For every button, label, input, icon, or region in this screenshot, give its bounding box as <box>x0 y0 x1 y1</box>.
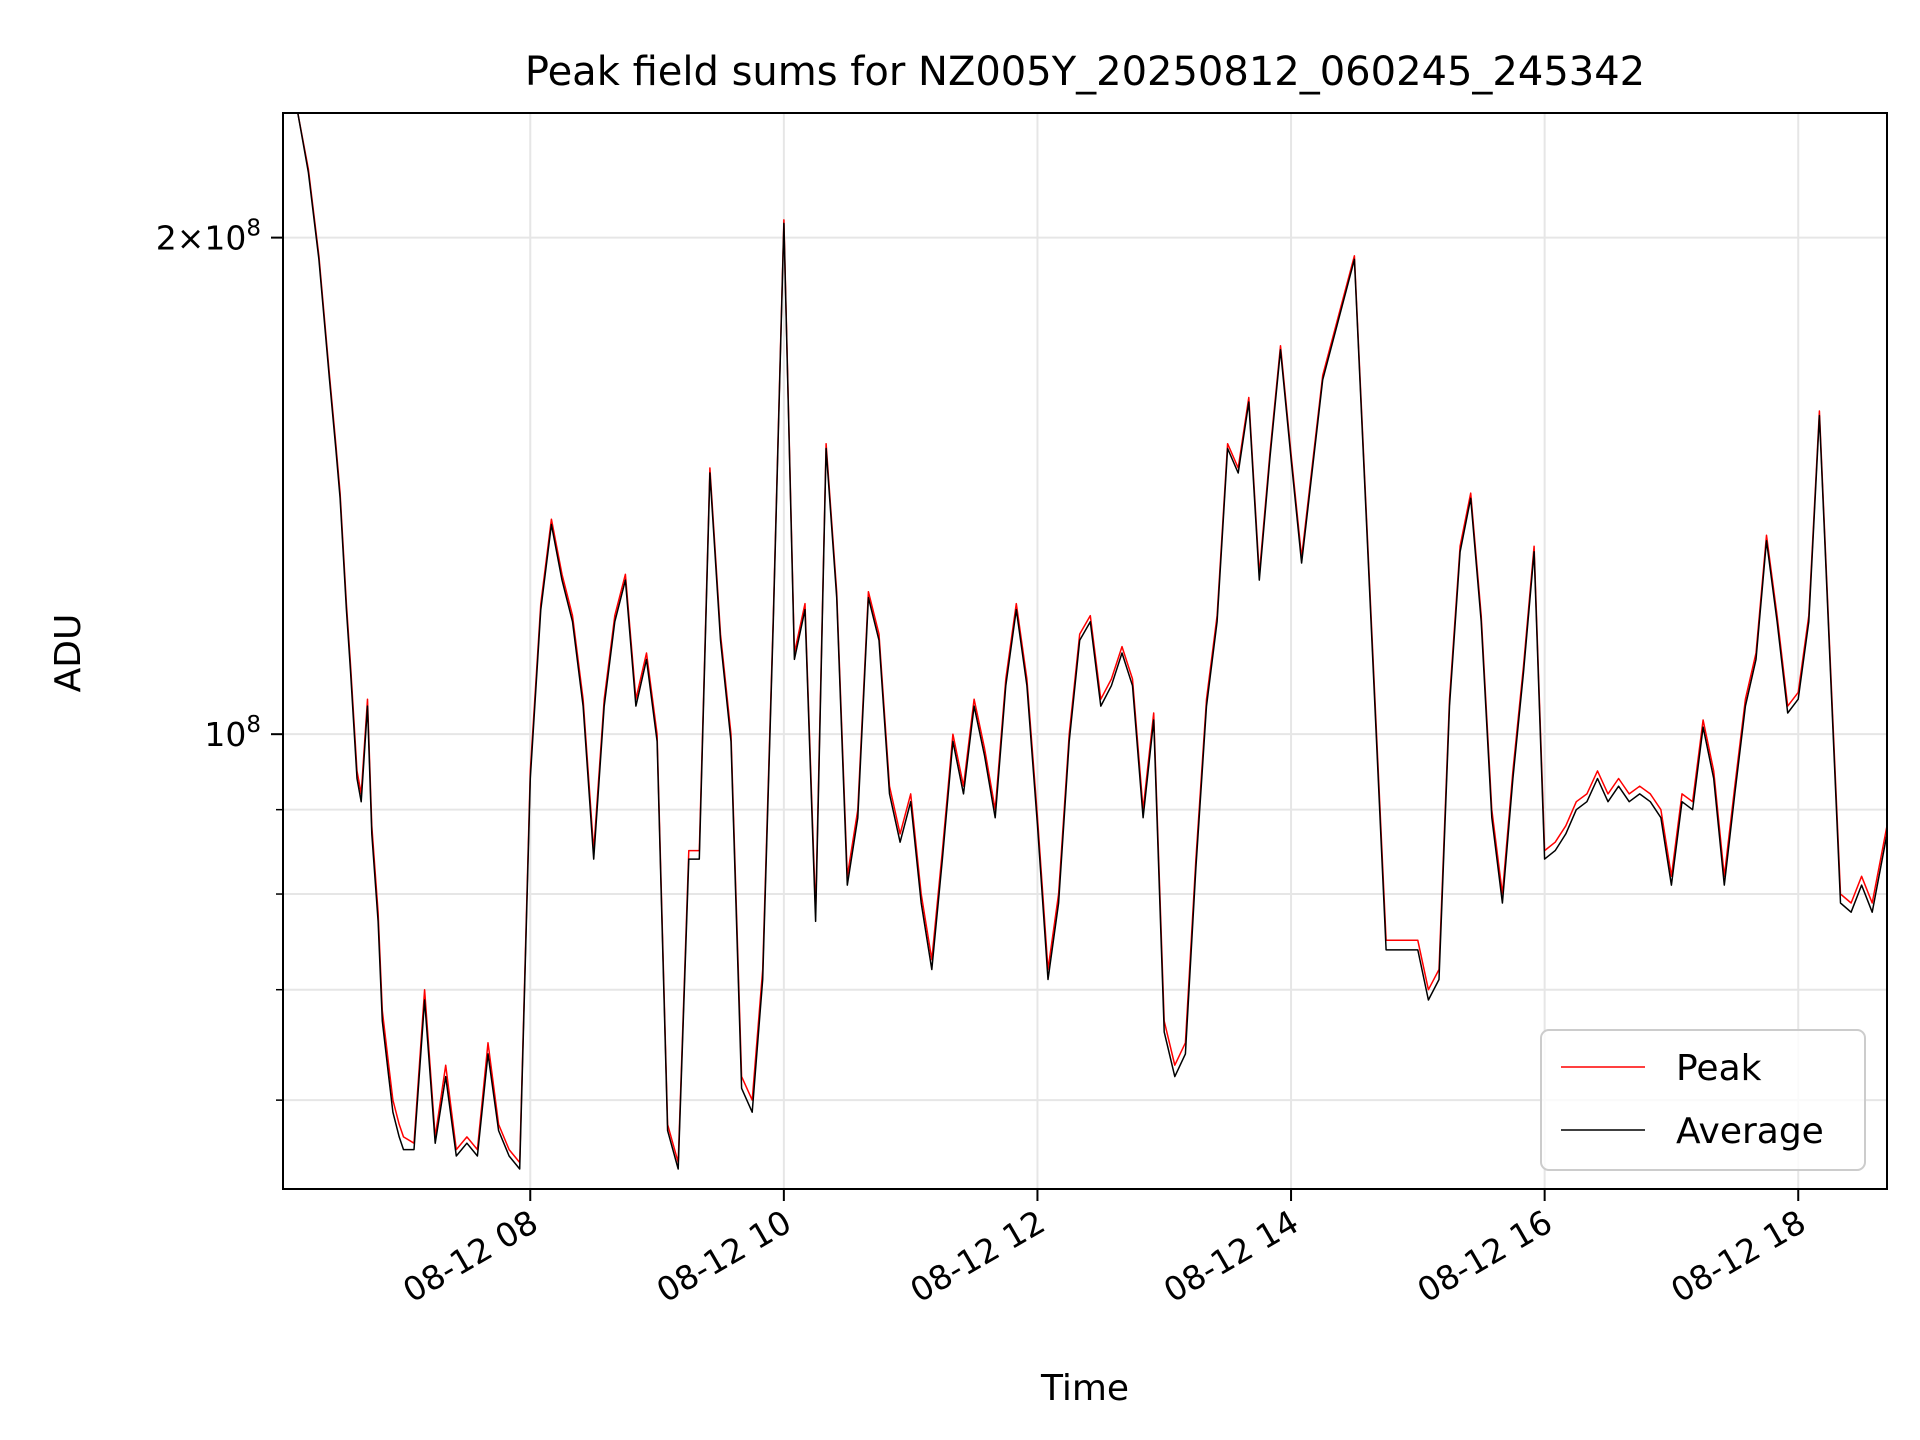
series-line-average <box>283 113 1887 1170</box>
x-tick-label: 08-12 10 <box>650 1202 798 1310</box>
series-layer <box>283 113 1887 1170</box>
legend: Peak Average <box>1540 1029 1866 1171</box>
grid <box>283 113 1887 1189</box>
x-tick-label: 08-12 12 <box>903 1202 1051 1310</box>
y-tick-label: 108 <box>204 712 261 754</box>
x-axis: 08-12 08 08-12 10 08-12 12 08-12 14 08-12 16… <box>396 1189 1812 1310</box>
x-tick-label: 08-12 16 <box>1411 1202 1559 1310</box>
plot-frame <box>282 112 1888 1190</box>
x-tick-label: 08-12 18 <box>1664 1202 1812 1310</box>
x-axis-label: Time <box>1040 1368 1129 1409</box>
x-tick-label: 08-12 14 <box>1157 1202 1305 1310</box>
legend-label-average: Average <box>1676 1111 1824 1152</box>
legend-box <box>1540 1029 1866 1171</box>
y-axis: 108 2×108 <box>156 216 283 1101</box>
legend-label-peak: Peak <box>1676 1048 1762 1089</box>
y-axis-label: ADU <box>48 614 89 693</box>
y-tick-label: 2×108 <box>156 216 261 258</box>
x-tick-label: 08-12 08 <box>396 1202 544 1310</box>
chart-title: Peak field sums for NZ005Y_20250812_0602… <box>525 49 1645 95</box>
